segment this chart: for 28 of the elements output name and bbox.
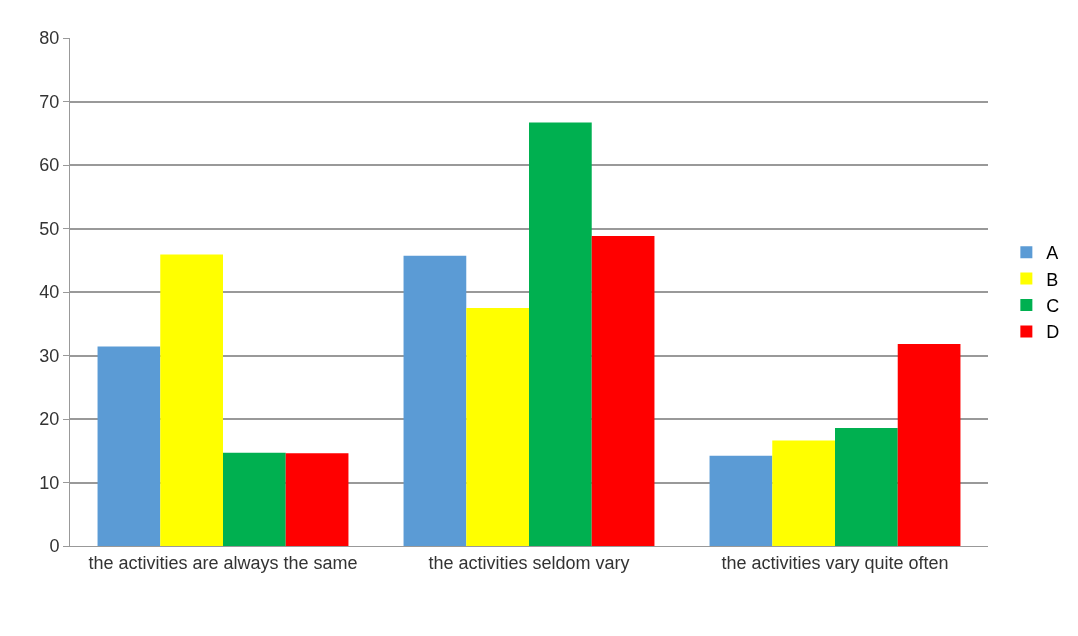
y-tick-label: 0	[49, 536, 60, 557]
bar	[160, 254, 223, 546]
bar	[591, 236, 655, 546]
bar	[897, 344, 961, 546]
x-tick-label: the activities are always the same	[88, 552, 358, 573]
y-tick-label: 40	[39, 282, 60, 303]
y-tick-label: 50	[39, 218, 60, 239]
bar	[709, 455, 773, 546]
y-tick-label: 30	[39, 345, 60, 366]
y-tick-label: 80	[39, 28, 60, 49]
y-tick-label: 20	[39, 409, 60, 430]
y-tick-label: 10	[39, 472, 60, 493]
bar	[285, 453, 349, 546]
x-tick-label: the activities seldom vary	[428, 552, 630, 573]
legend-label: A	[1046, 243, 1059, 264]
bar	[772, 440, 835, 546]
y-tick-label: 70	[39, 91, 60, 112]
x-tick-label: the activities vary quite often	[721, 552, 949, 573]
legend-label: C	[1046, 296, 1060, 317]
bar	[223, 452, 286, 546]
legend-label: D	[1046, 322, 1060, 343]
bar	[835, 427, 898, 546]
y-tick-label: 60	[39, 155, 60, 176]
bar	[529, 122, 592, 546]
bar	[403, 255, 467, 546]
bar	[97, 346, 161, 546]
legend-label: B	[1046, 269, 1059, 290]
bar	[466, 307, 529, 546]
